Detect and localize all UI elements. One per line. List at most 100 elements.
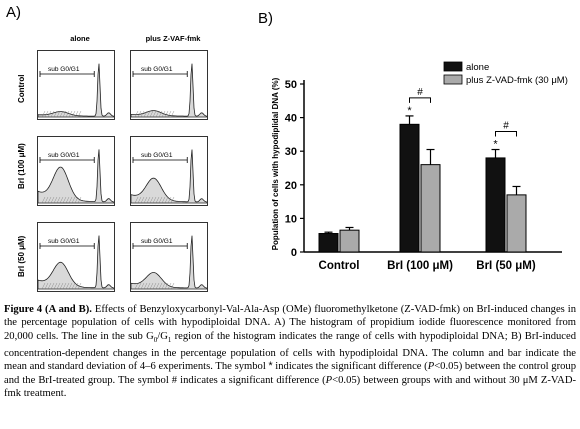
caption-p-1: P — [427, 361, 435, 373]
histogram-hatch — [164, 196, 169, 204]
y-axis-label: Population of cells with hypodiplidal DN… — [271, 77, 280, 250]
histogram-hatch — [149, 196, 154, 204]
histogram-hatch — [71, 282, 76, 290]
y-tick-label: 50 — [285, 79, 297, 91]
histogram-hatch — [134, 110, 139, 118]
histogram-hatch — [149, 282, 154, 290]
histogram-hatch — [44, 196, 49, 204]
histogram-hatch — [50, 110, 55, 118]
histogram-panel: sub G0/G1 — [130, 136, 208, 206]
histogram-hatch — [137, 196, 142, 204]
caption-sub-1: 1 — [167, 335, 172, 344]
histogram-hatch — [50, 196, 55, 204]
significance-bracket — [495, 131, 517, 137]
histogram-hatch — [50, 282, 55, 290]
caption-p-2: P — [325, 374, 333, 386]
histogram-hatch — [74, 196, 79, 204]
histogram-hatch — [65, 110, 70, 118]
histogram-panel: sub G0/G1 — [37, 136, 115, 206]
caption-sub-0: 0 — [153, 335, 158, 344]
bar-alone — [399, 123, 420, 253]
histogram-hatch — [77, 110, 82, 118]
legend-swatch — [443, 74, 463, 85]
histogram-hatch — [53, 196, 58, 204]
histogram-hatch — [65, 196, 70, 204]
caption-title: Figure 4 (A and B). — [4, 304, 92, 315]
bar-zvad — [506, 194, 527, 253]
histogram-hatch — [155, 282, 160, 290]
caption-slash: /G — [157, 330, 168, 342]
histogram-hatch — [68, 110, 73, 118]
histogram-hatch — [62, 110, 67, 118]
significance-hash: # — [503, 121, 509, 132]
histogram-hatch — [170, 196, 175, 204]
histogram-hatch — [47, 196, 52, 204]
gate-label: sub G0/G1 — [48, 66, 80, 73]
histogram-hatch — [167, 196, 172, 204]
histogram-hatch — [164, 282, 169, 290]
histogram-panel: sub G0/G1 — [37, 50, 115, 120]
histogram-hatch — [146, 196, 151, 204]
significance-hash: # — [417, 87, 423, 98]
histogram-hatch — [74, 282, 79, 290]
bar-alone — [318, 233, 339, 253]
histogram-hatch — [137, 110, 142, 118]
significance-star: * — [493, 139, 498, 151]
histogram-hatch — [41, 282, 46, 290]
caption-text-3: indicates the significant difference ( — [272, 361, 428, 373]
histogram-hatch — [143, 110, 148, 118]
caption-text-1: Effects of Benzyloxycarbonyl-Val-Ala-Asp… — [4, 304, 576, 342]
histogram-hatch — [41, 110, 46, 118]
y-tick-label: 20 — [285, 180, 297, 192]
histogram-trace — [38, 63, 114, 118]
histogram-hatch — [140, 282, 145, 290]
histogram-hatch — [44, 110, 49, 118]
histogram-hatch — [155, 196, 160, 204]
gate-label: sub G0/G1 — [141, 152, 173, 159]
histogram-hatch — [143, 282, 148, 290]
caption-text-5: <0.05) between groups with and without 3… — [4, 374, 576, 399]
category-label: Control — [319, 260, 360, 272]
histogram-trace — [131, 63, 207, 118]
histogram-hatch — [53, 282, 58, 290]
histogram-hatch — [56, 110, 61, 118]
histogram-panel: sub G0/G1 — [130, 222, 208, 292]
panel-a-letter: A) — [6, 4, 21, 21]
legend-swatch — [443, 61, 463, 72]
histogram-hatch — [164, 110, 169, 118]
histogram-panel: sub G0/G1 — [130, 50, 208, 120]
caption-text-4: <0.05) between the control group and the… — [4, 361, 576, 386]
histogram-trace — [38, 235, 114, 290]
figure-caption: Figure 4 (A and B). Effects of Benzyloxy… — [4, 303, 576, 400]
bar-zvad — [339, 229, 360, 253]
histogram-hatch — [161, 110, 166, 118]
histogram-hatch — [137, 282, 142, 290]
bar-chart: 0 10 20 30 40 50 Population of cells with hypo… — [271, 61, 568, 272]
panel-b-letter: B) — [258, 10, 273, 27]
histogram-hatch — [134, 282, 139, 290]
histogram-hatch — [47, 282, 52, 290]
histogram-hatch — [161, 282, 166, 290]
category-label: BrI (100 μM) — [387, 260, 453, 272]
histogram-hatch — [77, 196, 82, 204]
histogram-hatch — [77, 282, 82, 290]
histogram-hatch — [71, 110, 76, 118]
histogram-hatch — [158, 196, 163, 204]
histogram-trace — [131, 149, 207, 204]
histogram-hatch — [167, 282, 172, 290]
gate-label: sub G0/G1 — [141, 66, 173, 73]
histogram-hatch — [158, 110, 163, 118]
significance-star: * — [407, 105, 412, 117]
histogram-hatch — [161, 196, 166, 204]
histogram-hatch — [134, 196, 139, 204]
histogram-hatch — [140, 110, 145, 118]
histogram-hatch — [47, 110, 52, 118]
histogram-hatch — [155, 110, 160, 118]
histogram-hatch — [152, 282, 157, 290]
bar-alone — [485, 157, 506, 253]
significance-bracket — [409, 97, 431, 103]
legend-label: plus Z-VAD-fmk (30 μM) — [466, 75, 568, 86]
gate-label: sub G0/G1 — [48, 152, 80, 159]
column-header-zvad: plus Z-VAF-fmk — [145, 34, 201, 43]
caption-star-symbol: * — [268, 360, 273, 373]
